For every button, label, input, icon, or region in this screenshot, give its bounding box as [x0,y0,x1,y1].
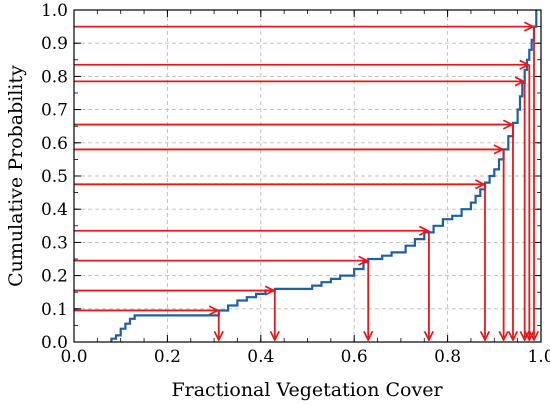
x-axis-label: Fractional Vegetation Cover [171,379,443,401]
annotation-arrows [74,27,534,340]
y-tick-label: 0.7 [41,101,68,121]
x-tick-label: 0.0 [60,347,87,367]
x-tick-label: 0.4 [247,347,274,367]
y-axis-label: Cumulative Probability [5,65,27,287]
y-tick-label: 0.3 [41,233,68,253]
tick-labels: 0.0 0.2 0.4 0.6 0.8 1.0 0.0 0.1 0.2 0.3 0.4 0.5 0.6 0… [41,1,550,367]
data-series [110,10,538,342]
y-tick-label: 0.1 [41,300,68,320]
y-tick-label: 1.0 [41,1,68,21]
cdf-step-line [110,10,538,342]
y-tick-label: 0.0 [41,333,68,353]
plot-frame [73,9,542,343]
x-tick-label: 0.2 [154,347,181,367]
y-tick-label: 0.8 [41,67,68,87]
y-tick-label: 0.6 [41,134,68,154]
y-tick-label: 0.2 [41,267,68,287]
x-tick-label: 0.6 [341,347,368,367]
y-tick-label: 0.4 [41,200,68,220]
x-tick-label: 0.8 [434,347,461,367]
y-tick-label: 0.9 [41,34,68,54]
y-tick-label: 0.5 [41,167,68,187]
x-tick-label: 1.0 [527,347,550,367]
grid-lines [74,10,541,342]
